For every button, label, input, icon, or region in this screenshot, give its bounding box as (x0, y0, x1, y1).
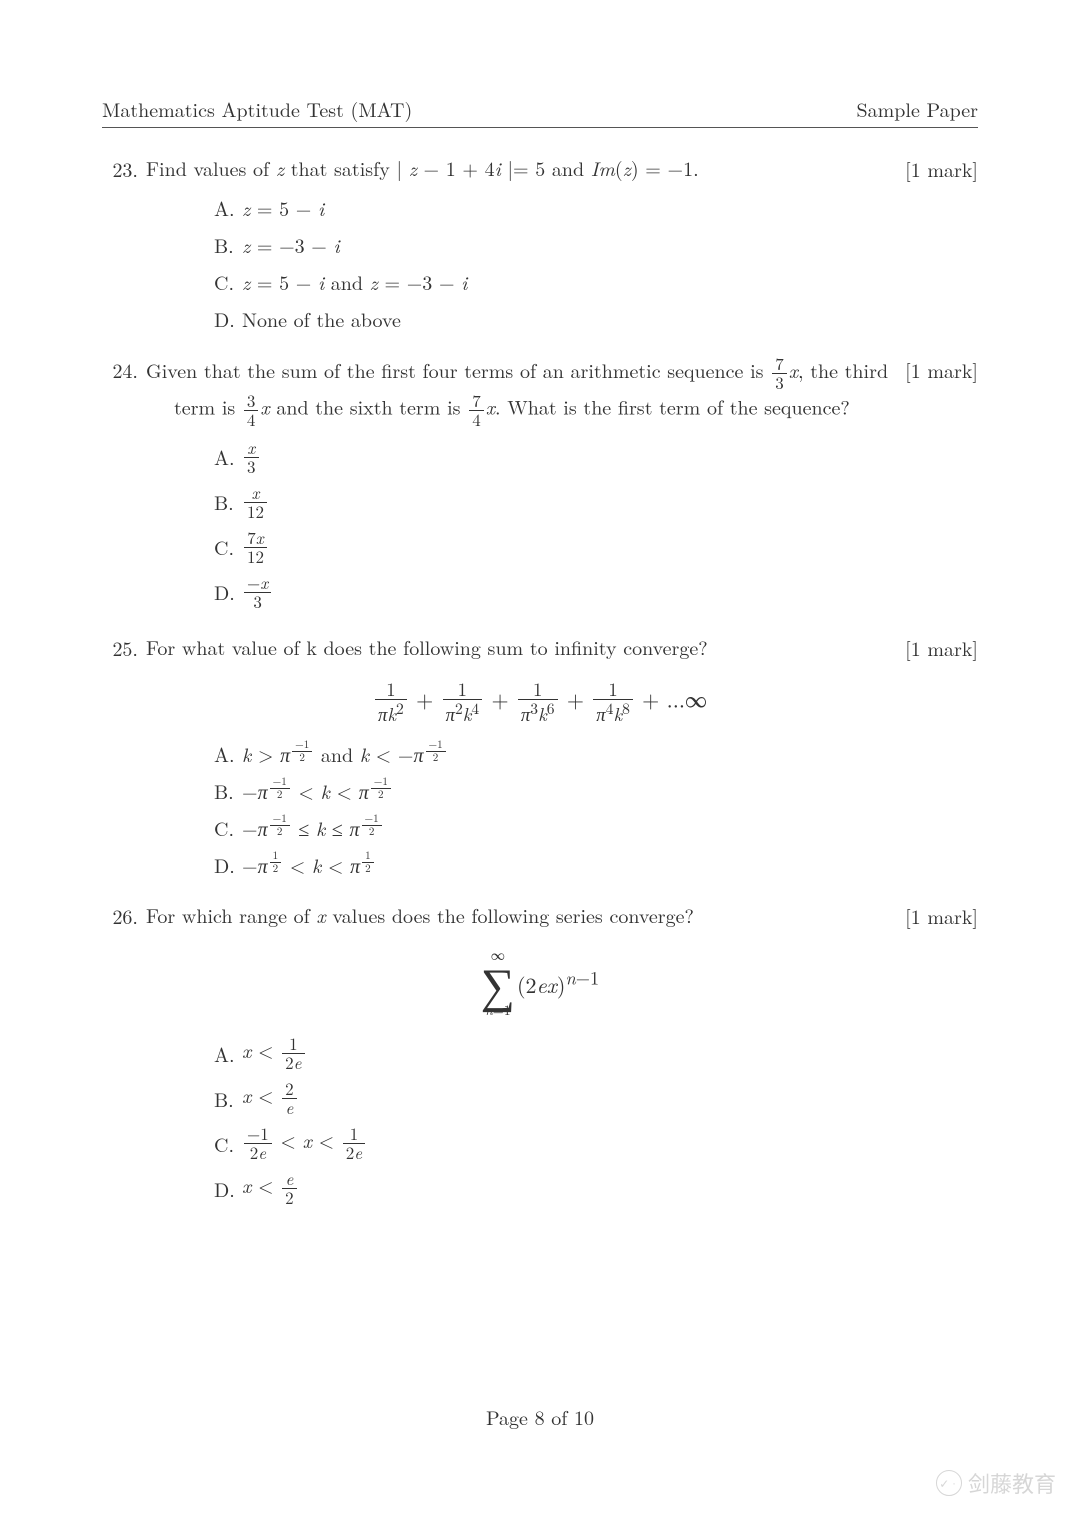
question-row: 24.Given that the sum of the first four … (102, 355, 978, 428)
option-item: D.−x3 (214, 573, 978, 610)
option-text: 7x12 (242, 528, 269, 565)
option-text: x3 (242, 438, 261, 475)
questions-container: 23.Find values of z that satisfy | z − 1… (102, 154, 978, 1207)
question-number: 26. (102, 901, 146, 930)
option-letter: A. (214, 739, 242, 768)
page-header: Mathematics Aptitude Test (MAT) Sample P… (102, 94, 978, 128)
option-letter: C. (214, 813, 242, 842)
question-body: For what value of k does the following s… (146, 633, 893, 660)
question-mark: [1 mark] (893, 901, 978, 930)
option-text: z = −3 − i (242, 230, 340, 259)
option-letter: D. (214, 577, 242, 606)
display-math: 1πk2 + 1π2k4 + 1π3k6 + 1π4k8 + ...∞ (102, 680, 978, 725)
question: 26.For which range of x values does the … (102, 901, 978, 1207)
option-letter: D. (214, 1174, 242, 1203)
question-text: For which range of x values does the fol… (146, 900, 694, 929)
option-letter: B. (214, 776, 242, 805)
option-item: B.x < 2e (214, 1080, 978, 1117)
option-text: x12 (242, 483, 269, 520)
option-text: None of the above (242, 304, 401, 333)
question-body: Find values of z that satisfy | z − 1 + … (146, 154, 893, 181)
option-letter: B. (214, 230, 242, 259)
option-letter: D. (214, 850, 242, 879)
option-letter: C. (214, 267, 242, 296)
option-text: −π−12 ≤ k ≤ π−12 (242, 813, 384, 842)
options-list: A.k > π−12 and k < −π−12B.−π−12 < k < π−… (214, 739, 978, 879)
option-item: A.x3 (214, 438, 978, 475)
watermark-icon: ✓· (936, 1470, 962, 1496)
option-item: D.x < e2 (214, 1170, 978, 1207)
header-title-left: Mathematics Aptitude Test (MAT) (102, 94, 412, 123)
question: 24.Given that the sum of the first four … (102, 355, 978, 611)
question-row: 26.For which range of x values does the … (102, 901, 978, 930)
option-item: A.z = 5 − i (214, 193, 978, 222)
option-text: k > π−12 and k < −π−12 (242, 739, 448, 768)
page-number: Page 8 of 10 (486, 1402, 594, 1431)
option-item: D.−π12 < k < π12 (214, 850, 978, 879)
options-list: A.x3B.x12C.7x12D.−x3 (214, 438, 978, 610)
watermark: ✓· 剑藤教育 (936, 1467, 1056, 1499)
option-text: x < e2 (242, 1170, 299, 1207)
option-text: z = 5 − i (242, 193, 324, 222)
option-item: C.7x12 (214, 528, 978, 565)
option-item: B.x12 (214, 483, 978, 520)
header-title-right: Sample Paper (857, 94, 978, 123)
question-mark: [1 mark] (893, 355, 978, 384)
watermark-text: 剑藤教育 (968, 1467, 1056, 1499)
option-text: x < 2e (242, 1080, 299, 1117)
option-item: C.−π−12 ≤ k ≤ π−12 (214, 813, 978, 842)
options-list: A.z = 5 − iB.z = −3 − iC.z = 5 − i and z… (214, 193, 978, 333)
option-letter: C. (214, 1129, 242, 1158)
question-body: Given that the sum of the first four ter… (146, 355, 893, 428)
options-list: A.x < 12eB.x < 2eC.−12e < x < 12eD.x < e… (214, 1035, 978, 1207)
page-footer: Page 8 of 10 (0, 1402, 1080, 1431)
question-number: 25. (102, 633, 146, 662)
question-number: 24. (102, 355, 146, 384)
option-item: C.−12e < x < 12e (214, 1125, 978, 1162)
question-row: 25.For what value of k does the followin… (102, 633, 978, 662)
question-mark: [1 mark] (893, 154, 978, 183)
option-letter: A. (214, 1039, 242, 1068)
option-item: B.z = −3 − i (214, 230, 978, 259)
option-letter: B. (214, 487, 242, 516)
option-text: −π12 < k < π12 (242, 850, 376, 879)
page-container: Mathematics Aptitude Test (MAT) Sample P… (0, 0, 1080, 1289)
question-text: For what value of k does the following s… (146, 632, 708, 661)
option-text: z = 5 − i and z = −3 − i (242, 267, 467, 296)
question-number: 23. (102, 154, 146, 183)
question-text: Given that the sum of the first four ter… (146, 355, 893, 429)
question-body: For which range of x values does the fol… (146, 901, 893, 928)
option-item: D.None of the above (214, 304, 978, 333)
option-item: A.x < 12e (214, 1035, 978, 1072)
option-text: −x3 (242, 573, 273, 610)
question: 23.Find values of z that satisfy | z − 1… (102, 154, 978, 333)
option-text: x < 12e (242, 1035, 307, 1072)
option-text: −12e < x < 12e (242, 1125, 367, 1162)
option-text: −π−12 < k < π−12 (242, 776, 393, 805)
question-row: 23.Find values of z that satisfy | z − 1… (102, 154, 978, 183)
option-item: A.k > π−12 and k < −π−12 (214, 739, 978, 768)
option-item: B.−π−12 < k < π−12 (214, 776, 978, 805)
question: 25.For what value of k does the followin… (102, 633, 978, 879)
question-mark: [1 mark] (893, 633, 978, 662)
display-sum: ∞∑n=1(2ex)n−1 (102, 948, 978, 1017)
option-letter: C. (214, 532, 242, 561)
option-letter: A. (214, 193, 242, 222)
option-letter: B. (214, 1084, 242, 1113)
option-item: C.z = 5 − i and z = −3 − i (214, 267, 978, 296)
option-letter: A. (214, 442, 242, 471)
option-letter: D. (214, 304, 242, 333)
question-text: Find values of z that satisfy | z − 1 + … (146, 153, 699, 182)
